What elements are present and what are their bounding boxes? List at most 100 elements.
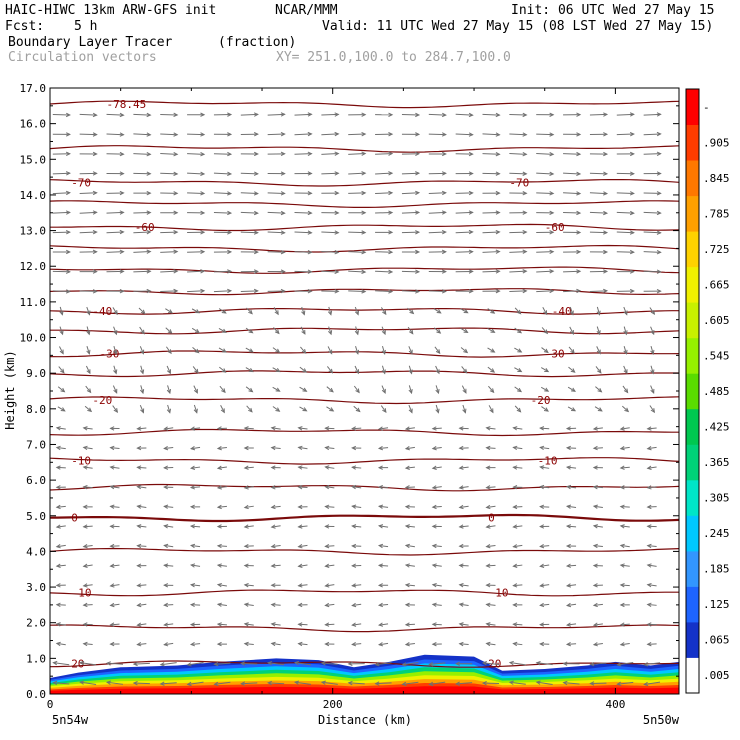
vector-arrow-head	[267, 680, 273, 686]
vector-arrow-head	[146, 210, 152, 215]
vector-arrow	[213, 290, 231, 293]
contour-line	[50, 370, 679, 378]
vector-arrow-head	[576, 230, 582, 235]
vector-arrow	[567, 525, 577, 528]
vector-arrow	[486, 447, 496, 449]
vector-arrow-head	[189, 426, 196, 431]
vector-arrow-head	[227, 230, 233, 235]
contour-label: -10	[71, 455, 91, 468]
vector-arrow-head	[512, 504, 518, 510]
vector-arrow	[325, 486, 335, 489]
vector-arrow	[110, 447, 120, 449]
vector-arrow-head	[543, 348, 549, 354]
vector-arrow-head	[646, 485, 652, 490]
vector-arrow	[272, 386, 280, 392]
vector-arrow-head	[79, 660, 85, 666]
vector-arrow-head	[119, 229, 125, 235]
vector-arrow	[83, 466, 93, 469]
vector-arrow-head	[65, 151, 71, 157]
vector-arrow	[139, 326, 145, 334]
colorbar-label: .905	[703, 136, 730, 149]
vector-arrow-head	[136, 583, 142, 588]
vector-arrow-head	[297, 583, 303, 588]
vector-arrow-head	[415, 269, 421, 274]
vector-arrow-head	[431, 446, 437, 451]
vector-arrow	[432, 446, 442, 450]
vector-arrow-head	[415, 190, 421, 196]
vector-arrow	[379, 486, 389, 489]
vector-arrow-head	[596, 310, 601, 316]
vector-arrow-head	[109, 524, 115, 529]
vector-arrow-head	[334, 210, 340, 216]
vector-arrow	[348, 172, 366, 175]
vector-arrow-head	[576, 191, 582, 196]
vector-arrow	[514, 347, 522, 353]
vector-arrow	[83, 584, 93, 587]
vector-arrow-head	[109, 583, 115, 588]
vector-arrow-head	[468, 229, 474, 235]
vector-arrow-head	[193, 408, 198, 414]
vector-arrow	[271, 623, 281, 626]
vector-arrow-head	[516, 407, 522, 413]
vector-arrow	[434, 346, 441, 354]
vector-arrow	[298, 446, 308, 450]
vector-arrow	[52, 113, 70, 116]
colorbar-label: .845	[703, 172, 730, 185]
vector-arrow	[589, 172, 607, 175]
vector-arrow	[352, 623, 362, 626]
vector-arrow-head	[565, 484, 572, 490]
vector-arrow-head	[361, 171, 367, 176]
vector-arrow	[455, 251, 473, 253]
vector-arrow-head	[495, 112, 501, 118]
vector-arrow	[79, 113, 97, 116]
vector-arrow	[649, 307, 655, 315]
vector-arrow-head	[549, 112, 555, 117]
vector-arrow	[106, 133, 124, 136]
vector-arrow-head	[220, 408, 225, 414]
vector-arrow-head	[324, 484, 330, 490]
vector-arrow	[57, 406, 66, 412]
vector-arrow-head	[361, 250, 367, 255]
org-label: NCAR/MMM	[275, 3, 338, 18]
vector-arrow-head	[490, 309, 496, 314]
vector-arrow	[644, 681, 661, 685]
vector-arrow-head	[132, 680, 138, 686]
vector-arrow-head	[549, 171, 555, 176]
vector-arrow-head	[377, 504, 384, 509]
vector-arrow-head	[616, 662, 622, 667]
vector-arrow-head	[646, 622, 652, 627]
vector-arrow	[482, 682, 500, 685]
vector-arrow-head	[489, 408, 494, 414]
y-tick-label: 3.0	[26, 581, 46, 594]
vector-arrow-head	[243, 563, 249, 568]
vector-arrow-head	[404, 485, 410, 490]
vector-arrow	[133, 231, 151, 234]
vector-arrow-head	[458, 485, 464, 490]
vector-arrow	[192, 347, 199, 353]
vector-arrow-head	[377, 465, 383, 470]
vector-arrow-head	[240, 681, 246, 686]
vector-arrow	[110, 623, 120, 626]
vector-arrow	[193, 404, 198, 413]
y-tick-label: 13.0	[20, 225, 47, 238]
y-tick-label: 15.0	[20, 153, 47, 166]
vector-arrow-head	[539, 563, 545, 568]
vector-arrow	[379, 505, 389, 508]
vector-arrow-head	[624, 407, 630, 413]
vector-arrow	[482, 231, 500, 234]
vector-arrow-head	[119, 151, 125, 157]
contour-label: -20	[531, 394, 551, 407]
vector-arrow-head	[382, 310, 387, 316]
vector-arrow-head	[485, 622, 491, 627]
vector-arrow-head	[576, 151, 582, 157]
vector-arrow-head	[221, 388, 226, 394]
vector-arrow-head	[629, 288, 635, 294]
vector-arrow-head	[327, 330, 333, 336]
vector-arrow-head	[253, 112, 259, 117]
contour-line	[50, 266, 679, 274]
vector-arrow-head	[113, 388, 118, 394]
vector-arrow	[509, 133, 527, 136]
vector-arrow-head	[576, 288, 582, 294]
valid-time: Valid: 11 UTC Wed 27 May 15 (08 LST Wed …	[322, 19, 714, 34]
vector-arrow-head	[240, 661, 246, 666]
